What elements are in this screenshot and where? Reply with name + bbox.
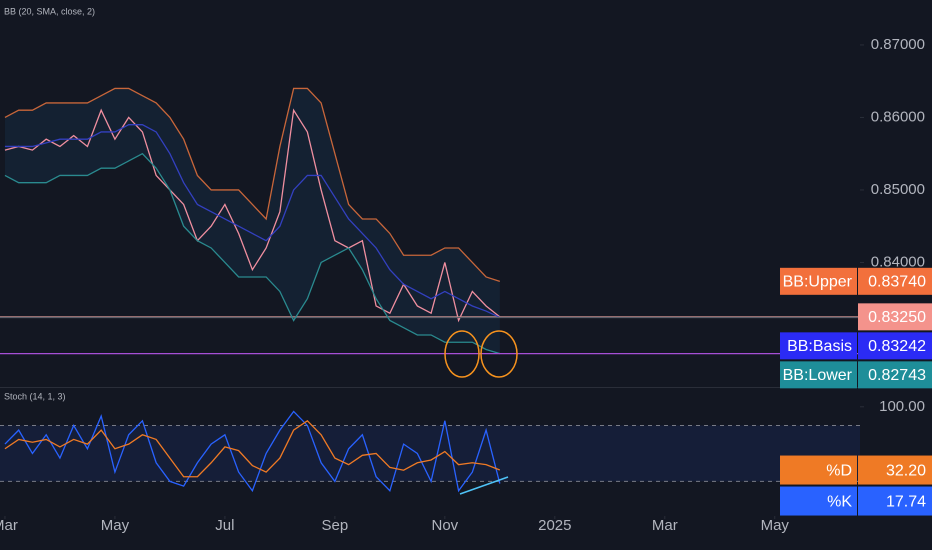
value-label: 0.83740 xyxy=(868,274,926,291)
legend-box xyxy=(780,455,857,485)
series-line xyxy=(4,108,501,323)
x-tick-label: Sep xyxy=(322,517,349,534)
stoch-pane xyxy=(0,410,860,493)
value-label: 0.83242 xyxy=(868,338,926,355)
legend-label: %D xyxy=(826,462,852,479)
value-label: 17.74 xyxy=(886,493,926,510)
legend-label: BB:Upper xyxy=(783,274,853,291)
value-label-box xyxy=(858,267,932,295)
legend-label: BB:Basis xyxy=(787,338,852,355)
highlight-circle xyxy=(444,330,480,378)
y-tick-label: 0.86000 xyxy=(871,108,925,125)
legend-box xyxy=(780,267,857,295)
y-tick-label: 0.87000 xyxy=(871,36,925,53)
value-label-box xyxy=(858,455,932,485)
legend-label: BB:Lower xyxy=(783,367,853,384)
legend-label: %K xyxy=(827,493,852,510)
value-label: 32.20 xyxy=(886,462,926,479)
indicator-title: Stoch (14, 1, 3) xyxy=(4,391,66,401)
x-tick-label: Jul xyxy=(215,517,234,534)
x-tick-label: Nov xyxy=(432,517,459,534)
x-tick-label: 2025 xyxy=(538,517,571,534)
legend-box xyxy=(780,361,857,389)
trend-line xyxy=(459,476,509,495)
series-line xyxy=(4,152,501,355)
series-line xyxy=(4,410,501,493)
x-tick-label: Mar xyxy=(652,517,678,534)
value-label-box xyxy=(858,486,932,516)
x-tick-label: May xyxy=(761,517,790,534)
value-label: 0.83250 xyxy=(868,309,926,326)
legend-box xyxy=(780,332,857,360)
x-tick-label: May xyxy=(101,517,130,534)
indicator-title: BB (20, SMA, close, 2) xyxy=(4,6,95,16)
series-line xyxy=(4,419,501,478)
series-line xyxy=(4,87,501,282)
y-tick-label: 100.00 xyxy=(879,398,925,415)
y-tick-label: 0.84000 xyxy=(871,253,925,270)
price-pane xyxy=(0,87,860,355)
highlight-circle xyxy=(480,330,518,378)
value-label-box xyxy=(858,361,932,389)
legend-box xyxy=(780,486,857,516)
value-label: 0.82743 xyxy=(868,367,926,384)
y-tick-label: 0.85000 xyxy=(871,181,925,198)
value-label-box xyxy=(858,332,932,360)
series-line xyxy=(4,124,501,319)
x-tick-label: Mar xyxy=(0,517,18,534)
value-label-box xyxy=(858,303,932,331)
band-fill xyxy=(4,88,500,354)
